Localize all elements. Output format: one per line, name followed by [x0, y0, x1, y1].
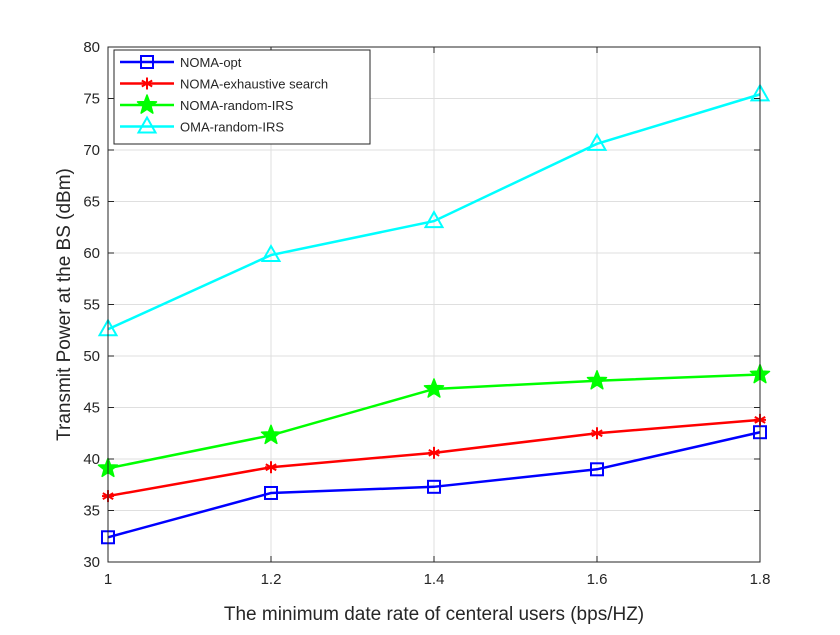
series-layer — [97, 83, 771, 545]
legend-item: NOMA-random-IRS — [120, 94, 294, 114]
x-tick-label: 1 — [104, 571, 112, 588]
y-tick-label: 35 — [83, 503, 100, 520]
legend-marker — [140, 55, 154, 69]
legend-item: NOMA-opt — [120, 55, 242, 70]
y-tick-label: 80 — [83, 39, 100, 56]
series-line — [107, 431, 761, 539]
data-point — [264, 485, 278, 500]
y-tick-label: 65 — [83, 194, 100, 211]
y-tick-label: 40 — [83, 451, 100, 468]
data-point — [265, 461, 277, 474]
data-point — [423, 378, 445, 398]
y-tick-label: 45 — [83, 400, 100, 417]
x-tick-label: 1.4 — [424, 571, 445, 588]
data-point — [423, 210, 445, 229]
x-tick-label: 1.2 — [261, 571, 282, 588]
data-point — [590, 462, 604, 477]
x-axis-label: The minimum date rate of centeral users … — [224, 604, 644, 625]
data-point — [586, 132, 608, 151]
y-tick-label: 70 — [83, 142, 100, 159]
legend-marker — [141, 77, 153, 90]
data-point — [260, 244, 282, 263]
legend-box — [113, 49, 371, 145]
data-point — [591, 427, 603, 440]
tick-labels: 1 1.2 1.4 1.6 1.8 30 35 40 45 50 55 60 65 70 75 80 — [83, 39, 770, 588]
series-noma-exhaustive-search — [102, 413, 766, 503]
legend-label: NOMA-random-IRS — [180, 98, 294, 113]
legend-label: OMA-random-IRS — [180, 120, 284, 135]
axes — [107, 46, 761, 563]
legend-label: NOMA-exhaustive search — [180, 77, 328, 92]
x-tick-label: 1.8 — [750, 571, 771, 588]
data-point — [428, 446, 440, 459]
legend-marker — [136, 94, 158, 114]
y-tick-label: 30 — [83, 554, 100, 571]
series-oma-random-irs — [97, 83, 771, 337]
data-point — [427, 479, 441, 494]
y-tick-label: 55 — [83, 297, 100, 314]
data-point — [586, 369, 608, 390]
series-line — [107, 93, 761, 331]
y-tick-label: 75 — [83, 91, 100, 108]
y-axis-label: Transmit Power at the BS (dBm) — [54, 168, 75, 441]
x-tick-label: 1.6 — [587, 571, 608, 588]
legend-label: NOMA-opt — [180, 55, 242, 70]
y-tick-label: 60 — [83, 245, 100, 262]
legend-marker — [136, 115, 158, 134]
legend-item: OMA-random-IRS — [120, 115, 284, 135]
legend-item: NOMA-exhaustive search — [120, 77, 328, 92]
legend: NOMA-opt NOMA-exhaustive search NOMA-rando… — [113, 49, 371, 145]
data-point — [260, 424, 282, 445]
y-tick-label: 50 — [83, 348, 100, 365]
